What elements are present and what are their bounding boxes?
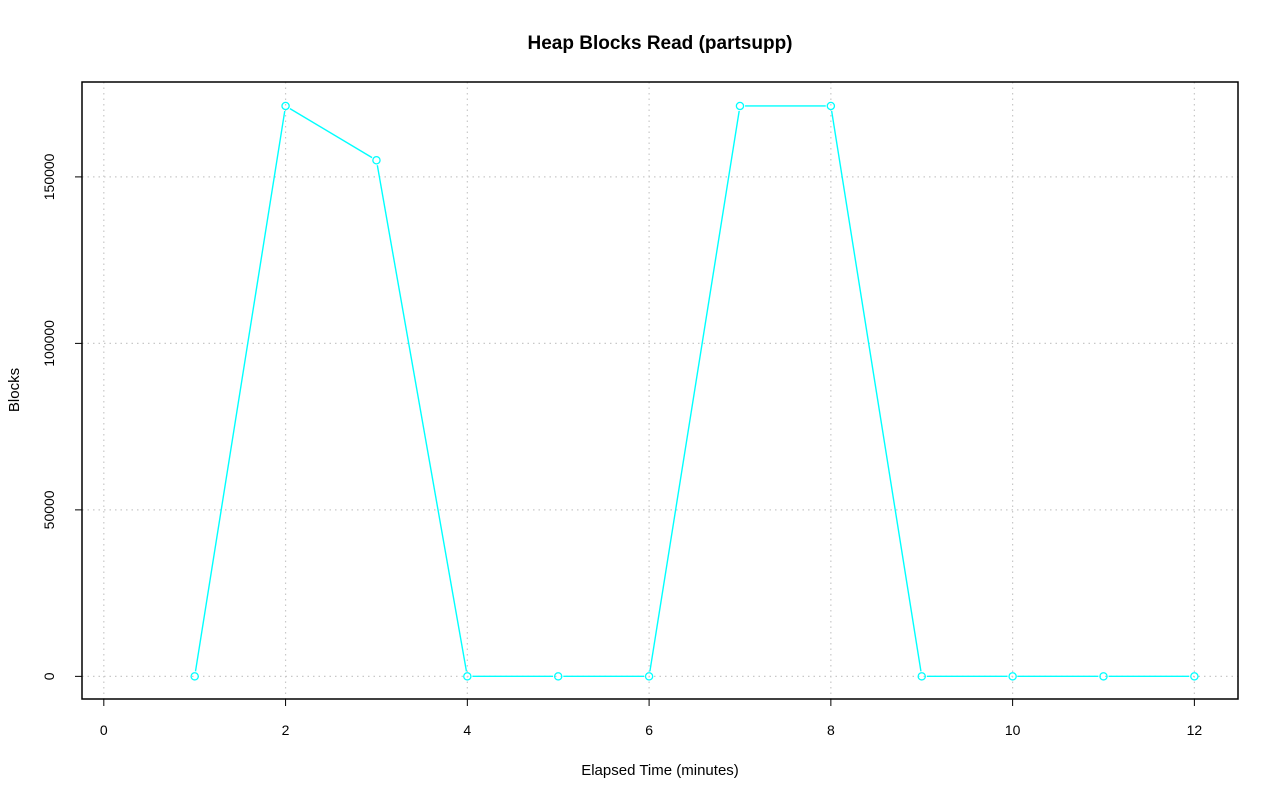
series-line-segment xyxy=(830,110,922,672)
y-tick-label: 150000 xyxy=(41,153,57,200)
data-point xyxy=(372,155,381,165)
series-line-segment xyxy=(649,110,740,672)
data-point xyxy=(1008,672,1017,681)
series-line-segment xyxy=(289,107,373,159)
data-point xyxy=(735,101,745,111)
plot-frame xyxy=(81,81,1239,700)
data-point xyxy=(826,101,836,111)
series-line-segment xyxy=(194,110,286,672)
data-point xyxy=(190,672,199,681)
data-point xyxy=(1099,672,1108,681)
x-tick-label: 10 xyxy=(1005,722,1021,738)
x-tick-label: 0 xyxy=(100,722,108,738)
series-layer xyxy=(190,101,1199,681)
chart-title: Heap Blocks Read (partsupp) xyxy=(528,33,793,54)
data-point xyxy=(463,672,472,681)
y-tick-label: 100000 xyxy=(41,320,57,367)
data-point xyxy=(1190,672,1199,681)
data-point xyxy=(917,672,926,681)
series-line-segment xyxy=(376,165,468,672)
x-tick-label: 2 xyxy=(282,722,290,738)
x-axis-label: Elapsed Time (minutes) xyxy=(581,762,739,779)
y-tick-label: 50000 xyxy=(41,490,57,529)
data-point xyxy=(553,672,563,681)
x-tick-label: 6 xyxy=(645,722,653,738)
x-tick-label: 12 xyxy=(1187,722,1203,738)
x-tick-label: 8 xyxy=(827,722,835,738)
x-tick-label: 4 xyxy=(463,722,471,738)
y-tick-label: 0 xyxy=(41,672,57,680)
y-axis-label: Blocks xyxy=(6,368,23,412)
data-point xyxy=(644,672,654,681)
data-point xyxy=(281,101,290,111)
axis-ticks: 0 2 4 6 8 10 12 0 50000 100000 150000 xyxy=(41,153,1202,738)
